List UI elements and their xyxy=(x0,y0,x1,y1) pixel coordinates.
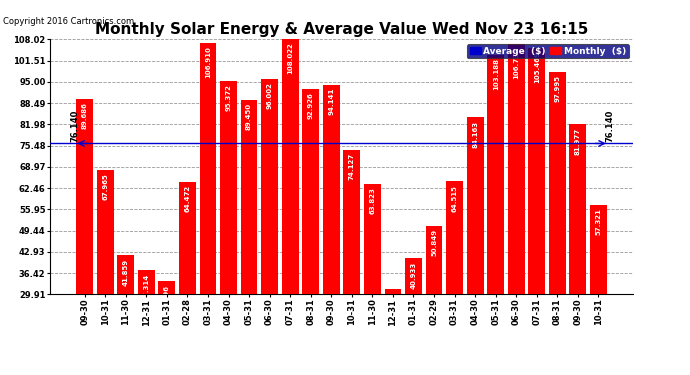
Text: 106.731: 106.731 xyxy=(513,47,520,79)
Text: 97.995: 97.995 xyxy=(554,75,560,102)
Text: 76.140: 76.140 xyxy=(605,110,614,142)
Text: 95.372: 95.372 xyxy=(226,84,232,111)
Bar xyxy=(282,39,299,294)
Bar xyxy=(179,182,196,294)
Bar xyxy=(466,117,484,294)
Bar xyxy=(97,170,114,294)
Bar xyxy=(569,124,586,294)
Bar xyxy=(199,43,217,294)
Text: 106.910: 106.910 xyxy=(205,46,211,78)
Text: 64.515: 64.515 xyxy=(451,184,457,211)
Text: 63.823: 63.823 xyxy=(369,187,375,214)
Bar xyxy=(364,184,381,294)
Bar xyxy=(487,55,504,294)
Text: 89.450: 89.450 xyxy=(246,103,252,130)
Text: 33.896: 33.896 xyxy=(164,285,170,312)
Text: 103.188: 103.188 xyxy=(493,58,499,90)
Bar xyxy=(159,281,175,294)
Bar xyxy=(323,85,339,294)
Text: 81.977: 81.977 xyxy=(575,128,581,155)
Bar xyxy=(302,88,319,294)
Text: Copyright 2016 Cartronics.com: Copyright 2016 Cartronics.com xyxy=(3,17,135,26)
Text: 57.321: 57.321 xyxy=(595,208,602,235)
Text: 41.859: 41.859 xyxy=(123,259,129,286)
Bar xyxy=(262,79,278,294)
Text: 31.442: 31.442 xyxy=(390,292,396,320)
Text: 94.141: 94.141 xyxy=(328,88,334,116)
Text: 105.469: 105.469 xyxy=(534,51,540,83)
Text: 89.686: 89.686 xyxy=(81,102,88,129)
Text: 40.933: 40.933 xyxy=(411,262,417,289)
Text: 76.140: 76.140 xyxy=(71,110,80,142)
Bar xyxy=(241,100,257,294)
Bar xyxy=(76,99,93,294)
Bar xyxy=(508,44,524,294)
Text: 50.849: 50.849 xyxy=(431,229,437,256)
Text: 84.163: 84.163 xyxy=(472,120,478,148)
Bar xyxy=(117,255,134,294)
Bar xyxy=(138,270,155,294)
Bar xyxy=(549,72,566,294)
Title: Monthly Solar Energy & Average Value Wed Nov 23 16:15: Monthly Solar Energy & Average Value Wed… xyxy=(95,22,589,37)
Text: 108.022: 108.022 xyxy=(287,43,293,74)
Bar xyxy=(529,48,545,294)
Bar xyxy=(405,258,422,294)
Bar xyxy=(220,81,237,294)
Legend: Average  ($), Monthly  ($): Average ($), Monthly ($) xyxy=(467,44,629,58)
Text: 67.965: 67.965 xyxy=(102,173,108,200)
Text: 37.314: 37.314 xyxy=(144,273,149,301)
Bar xyxy=(446,182,463,294)
Text: 74.127: 74.127 xyxy=(349,153,355,180)
Text: 92.926: 92.926 xyxy=(308,92,314,118)
Bar xyxy=(426,226,442,294)
Text: 96.002: 96.002 xyxy=(266,82,273,109)
Bar xyxy=(384,290,402,294)
Text: 64.472: 64.472 xyxy=(184,185,190,212)
Bar xyxy=(590,205,607,294)
Bar xyxy=(344,150,360,294)
